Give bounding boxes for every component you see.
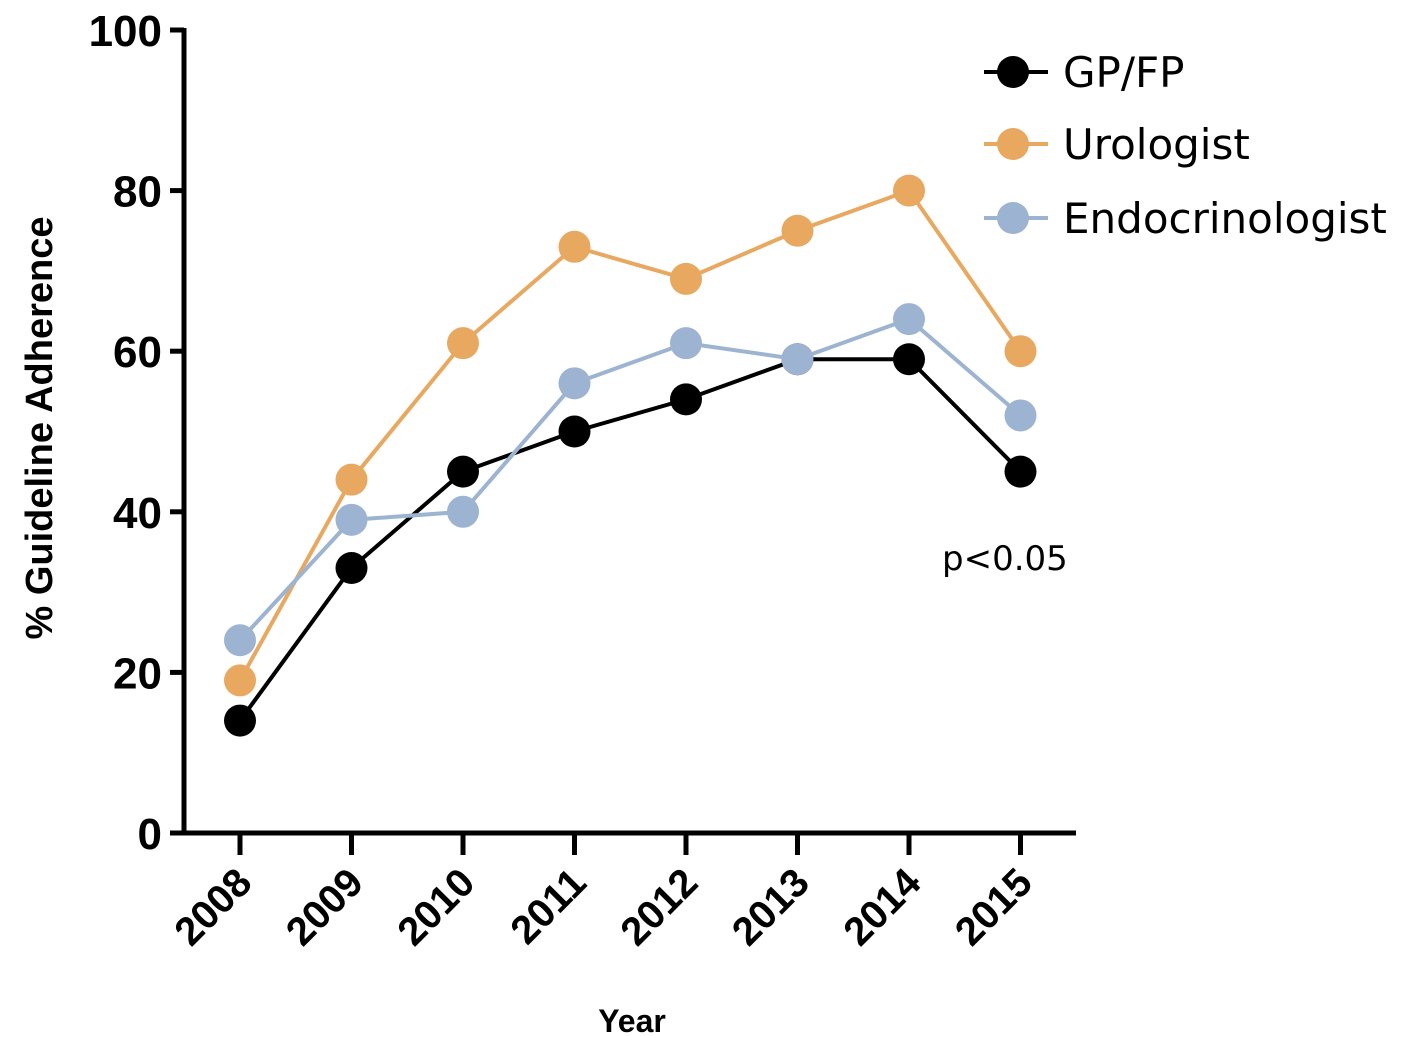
y-tick-label: 0 — [138, 810, 162, 859]
legend-item: Endocrinologist — [984, 194, 1387, 243]
x-tick-label: 2010 — [389, 860, 483, 954]
data-point — [224, 624, 256, 657]
data-point — [558, 367, 591, 400]
data-point — [335, 503, 368, 536]
x-ticks: 2008 2009 2010 2011 2012 2013 2014 2015 — [166, 833, 1041, 954]
data-point — [1004, 335, 1037, 368]
legend-label: Urologist — [1063, 120, 1250, 169]
series-gp-fp — [224, 343, 1037, 737]
legend: GP/FP Urologist Endocrinologist — [984, 48, 1387, 243]
y-tick-label: 80 — [113, 168, 162, 217]
y-axis-title: % Guideline Adherence — [19, 216, 61, 639]
data-point — [893, 174, 925, 207]
series-line — [238, 188, 1023, 682]
data-point — [558, 415, 591, 448]
p-value-annotation: p<0.05 — [942, 539, 1068, 579]
data-point — [335, 552, 368, 585]
x-axis-title: Year — [598, 1003, 666, 1037]
data-point — [670, 383, 702, 416]
series-line — [238, 357, 1022, 722]
data-point — [781, 343, 814, 376]
legend-label: GP/FP — [1063, 48, 1185, 97]
data-point — [335, 463, 368, 496]
y-tick-label: 100 — [89, 7, 162, 56]
axes — [181, 28, 1076, 836]
data-point — [1004, 455, 1037, 488]
series-line — [238, 316, 1022, 642]
x-tick-label: 2009 — [278, 860, 372, 954]
series-layer — [224, 174, 1037, 737]
legend-marker — [997, 128, 1029, 160]
data-point — [224, 664, 256, 697]
legend-item: Urologist — [984, 120, 1250, 169]
data-point — [558, 230, 591, 263]
legend-marker — [997, 56, 1029, 88]
y-tick-label: 40 — [113, 489, 162, 538]
data-point — [447, 495, 479, 528]
y-tick-label: 20 — [113, 649, 162, 698]
series-endocrinologist — [224, 303, 1037, 657]
legend-marker — [997, 202, 1029, 234]
data-point — [1004, 399, 1037, 432]
x-tick-label: 2015 — [947, 860, 1041, 954]
legend-label: Endocrinologist — [1063, 194, 1387, 243]
x-tick-label: 2012 — [612, 860, 706, 954]
x-tick-label: 2008 — [166, 860, 260, 954]
data-point — [224, 704, 256, 737]
data-point — [781, 214, 814, 247]
data-point — [447, 327, 479, 360]
data-point — [893, 343, 925, 376]
x-tick-label: 2014 — [835, 860, 930, 955]
data-point — [893, 303, 925, 336]
y-tick-label: 60 — [113, 328, 162, 377]
legend-item: GP/FP — [984, 48, 1185, 97]
x-tick-label: 2011 — [502, 860, 594, 952]
data-point — [670, 262, 702, 295]
data-point — [670, 327, 702, 360]
x-tick-label: 2013 — [724, 860, 818, 954]
y-ticks: 0 20 40 60 80 100 — [89, 7, 184, 859]
series-urologist — [224, 174, 1037, 697]
data-point — [447, 455, 479, 488]
